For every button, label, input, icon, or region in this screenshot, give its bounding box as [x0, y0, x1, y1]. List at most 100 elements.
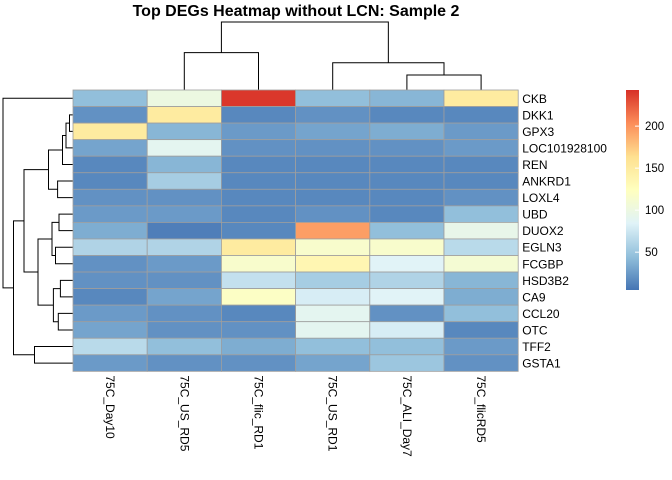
heatmap-cell — [72, 188, 148, 207]
heatmap-cell — [295, 255, 371, 273]
row-dendrogram-branch — [57, 180, 73, 199]
heatmap-cell — [220, 321, 296, 339]
row-dendrogram-branch — [57, 312, 73, 331]
column-labels: 75C_Day10 75C_US_RD5 75C_flic_RD1 75C_US_RD… — [103, 375, 488, 457]
row-dendrogram-branch — [55, 246, 73, 265]
heatmap-cell — [72, 337, 148, 356]
column-label: 75C_Day10 — [103, 375, 117, 439]
heatmap-cell — [146, 255, 222, 273]
row-label: EGLN3 — [522, 241, 562, 255]
heatmap-cell — [220, 205, 296, 223]
heatmap-cell — [146, 155, 222, 174]
heatmap-cell — [220, 288, 296, 306]
heatmap-cell — [295, 288, 371, 306]
column-dendrogram-branch — [406, 74, 482, 90]
heatmap-cell — [220, 255, 296, 273]
heatmap-cell — [220, 106, 296, 124]
heatmap-cell — [295, 321, 371, 339]
heatmap-cell — [72, 238, 148, 256]
heatmap-cell — [72, 139, 148, 157]
heatmap-cell — [220, 221, 296, 240]
heatmap-cell — [443, 188, 519, 207]
row-dendrogram-branch — [48, 149, 63, 190]
heatmap-cell — [443, 288, 519, 306]
heatmap-cell — [295, 106, 371, 124]
heatmap-cell — [295, 155, 371, 174]
row-label: GSTA1 — [522, 357, 561, 371]
heatmap-cell — [72, 271, 148, 289]
heatmap-cell — [72, 122, 148, 141]
heatmap-cell — [146, 271, 222, 289]
heatmap-cell — [72, 354, 148, 372]
row-label: CA9 — [522, 290, 546, 304]
heatmap-cell — [220, 271, 296, 289]
heatmap-cell — [220, 354, 296, 372]
heatmap-cell — [295, 337, 371, 356]
heatmap-cell — [443, 354, 519, 372]
column-dendrogram — [183, 21, 482, 90]
heatmap-cell — [146, 205, 222, 223]
row-labels: CKB DKK1 GPX3 LOC101928100 REN ANKRD1 LOXL4 UBD… — [522, 92, 607, 371]
heatmap-cell — [220, 139, 296, 157]
row-label: FCGBP — [522, 257, 563, 271]
heatmap-cell — [72, 288, 148, 306]
heatmap-cell — [72, 106, 148, 124]
row-label: DUOX2 — [522, 224, 564, 238]
heatmap-cell — [295, 354, 371, 372]
heatmap-cell — [369, 238, 445, 256]
row-dendrogram-branch — [37, 238, 54, 306]
heatmap-cell — [443, 155, 519, 174]
heatmap-cell — [443, 205, 519, 223]
heatmap-cell — [146, 354, 222, 372]
heatmap-cell — [295, 188, 371, 207]
heatmap-cell — [72, 172, 148, 190]
heatmap-cell — [369, 155, 445, 174]
row-label: GPX3 — [522, 125, 554, 139]
heatmap-cell — [369, 321, 445, 339]
heatmap-cell — [443, 106, 519, 124]
heatmap-cell — [72, 155, 148, 174]
column-label: 75C_flic_RD1 — [252, 375, 266, 449]
column-label: 75C_flicRD5 — [474, 375, 488, 443]
heatmap-cell — [295, 221, 371, 240]
row-label: LOC101928100 — [522, 141, 607, 155]
heatmap-cell — [369, 288, 445, 306]
heatmap-cell — [146, 89, 222, 107]
heatmap-cell — [72, 221, 148, 240]
heatmap-cell — [220, 337, 296, 356]
heatmap-cell — [443, 172, 519, 190]
row-label: ANKRD1 — [522, 175, 571, 189]
heatmap-cell — [295, 304, 371, 323]
heatmap-cell — [146, 122, 222, 141]
heatmap-cell — [369, 89, 445, 107]
heatmap-cell — [146, 139, 222, 157]
heatmap-cell — [220, 89, 296, 107]
column-dendrogram-branch — [183, 52, 259, 90]
heatmap-cell — [146, 172, 222, 190]
heatmap-cell — [220, 172, 296, 190]
heatmap-cell — [369, 255, 445, 273]
heatmap-cell — [146, 238, 222, 256]
heatmap-cell — [72, 205, 148, 223]
heatmap-cell — [443, 122, 519, 141]
heatmap-cell — [369, 139, 445, 157]
heatmap-cell — [369, 354, 445, 372]
heatmap-cell — [369, 122, 445, 141]
column-label: 75C_ALI_Day7 — [400, 375, 414, 457]
column-dendrogram-branch — [332, 62, 445, 90]
heatmap-cell — [146, 304, 222, 323]
heatmap-cell — [72, 89, 148, 107]
row-dendrogram-branch — [23, 169, 49, 273]
heatmap-cell — [220, 238, 296, 256]
row-label: REN — [522, 158, 547, 172]
heatmap-cell — [443, 89, 519, 107]
heatmap-cell — [443, 271, 519, 289]
heatmap-cell — [72, 304, 148, 323]
legend-tick-label: 150 — [645, 163, 664, 175]
row-dendrogram-branch — [2, 97, 73, 289]
heatmap-cell — [146, 337, 222, 356]
heatmap-cell — [220, 304, 296, 323]
heatmap-cell — [146, 188, 222, 207]
